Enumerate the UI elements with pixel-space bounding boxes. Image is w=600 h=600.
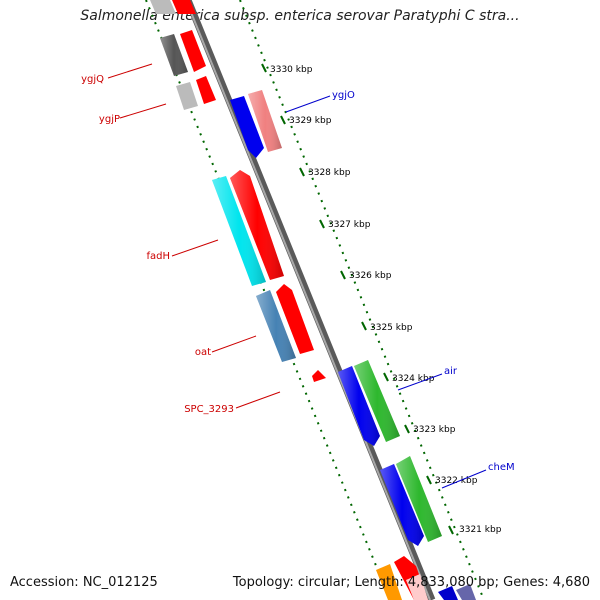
tick: 3330 kbp: [261, 63, 313, 75]
tick-label: 3322 kbp: [435, 476, 478, 486]
gene-label-oat: oat: [195, 347, 211, 358]
tick-marks: 3330 kbp 3329 kbp 3328 kbp 3327 kbp 3326…: [261, 63, 502, 535]
tick-label: 3324 kbp: [392, 374, 435, 384]
tick: 3322 kbp: [426, 475, 478, 486]
gene-label-ygjo: ygjO: [332, 90, 355, 101]
tick-label: 3321 kbp: [459, 525, 502, 535]
tick: 3329 kbp: [280, 115, 332, 126]
gene-label-lines: [107, 63, 487, 489]
gene-feature[interactable]: [406, 574, 428, 600]
tick: 3324 kbp: [383, 372, 435, 384]
gene-label-ygjq: ygjQ: [81, 74, 104, 85]
gene-label-air: air: [444, 366, 458, 377]
tick: 3325 kbp: [361, 321, 413, 333]
tick: 3321 kbp: [448, 525, 502, 535]
gene-feature[interactable]: [172, 0, 196, 14]
tick: 3323 kbp: [404, 424, 456, 435]
gene-feature[interactable]: [230, 96, 264, 158]
tick-label: 3323 kbp: [413, 425, 456, 435]
gene-feature[interactable]: [176, 82, 198, 110]
gene-label-ygjp: ygjP: [99, 114, 120, 125]
tick: 3328 kbp: [299, 167, 351, 178]
gene-feature[interactable]: [276, 284, 314, 354]
gene-feature[interactable]: [456, 584, 476, 600]
gene-features: [150, 0, 476, 600]
tick-label: 3325 kbp: [370, 323, 413, 333]
tick: 3327 kbp: [319, 219, 371, 230]
gene-label-chem: cheM: [488, 462, 515, 473]
gene-feature[interactable]: [438, 586, 458, 600]
tick-label: 3328 kbp: [308, 168, 351, 178]
gene-feature[interactable]: [376, 564, 402, 600]
tick: 3326 kbp: [340, 270, 392, 281]
gene-feature[interactable]: [150, 0, 176, 14]
accession-text: Accession: NC_012125: [10, 575, 158, 590]
gene-labels: ygjQ ygjP fadH oat SPC_3293 ygjO air che…: [81, 74, 515, 473]
tick-label: 3327 kbp: [328, 220, 371, 230]
topology-text: Topology: circular; Length: 4,833,080 bp…: [232, 575, 590, 590]
gene-feature[interactable]: [196, 76, 216, 104]
gene-feature[interactable]: [180, 30, 206, 72]
gene-label-spc-3293: SPC_3293: [184, 404, 234, 415]
gene-label-fadh: fadH: [146, 251, 170, 262]
tick-label: 3329 kbp: [289, 116, 332, 126]
tick-ruler-outer: [239, 0, 485, 600]
tick-label: 3330 kbp: [270, 65, 313, 75]
tick-label: 3326 kbp: [349, 271, 392, 281]
gene-feature[interactable]: [312, 370, 326, 382]
backbone: [184, 0, 436, 600]
